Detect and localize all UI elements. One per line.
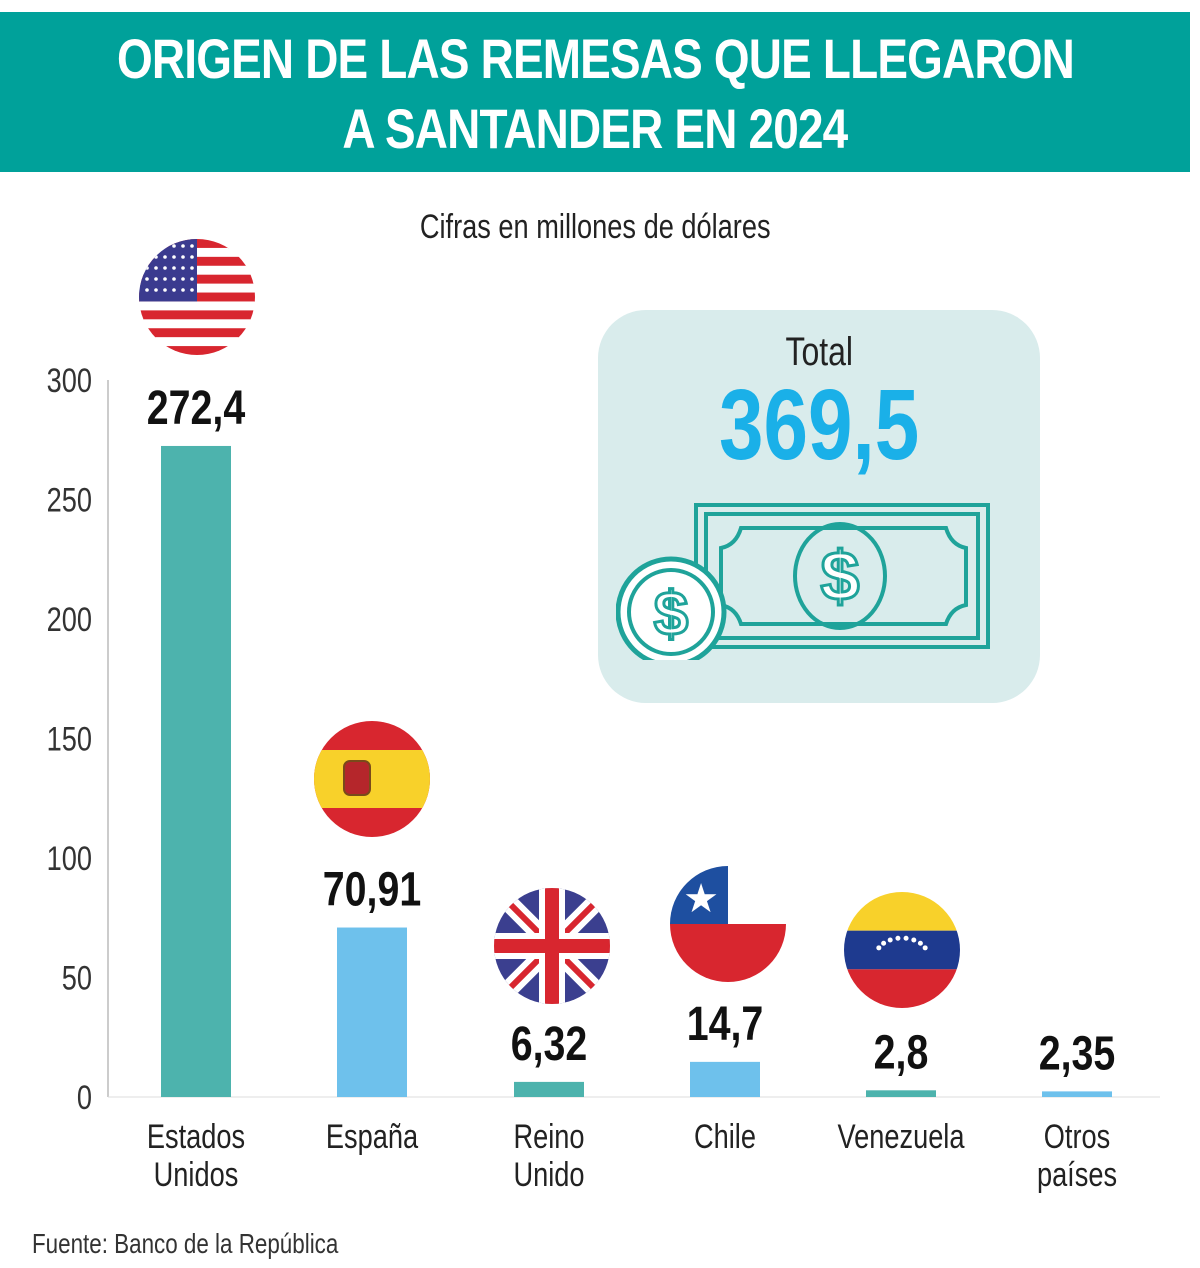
bar <box>690 1061 760 1097</box>
chile-flag-icon: ★ <box>670 866 786 982</box>
total-box: Total 369,5 $ $ <box>598 310 1040 703</box>
money-icon: $ $ <box>616 503 990 660</box>
source-note: Fuente: Banco de la República <box>32 1228 339 1259</box>
uk-flag-icon <box>494 888 610 1004</box>
category-label: Estados <box>147 1117 245 1156</box>
category-label: países <box>1037 1155 1117 1194</box>
category-label: Venezuela <box>838 1117 966 1156</box>
category-label: Chile <box>694 1117 756 1156</box>
y-tick-label: 0 <box>77 1078 92 1117</box>
bar <box>514 1081 584 1097</box>
y-tick-label: 50 <box>62 959 92 998</box>
y-tick-label: 250 <box>47 481 92 520</box>
title-line-2: A SANTANDER EN 2024 <box>342 97 849 160</box>
bar <box>1042 1091 1112 1097</box>
category-label: Reino <box>513 1117 584 1156</box>
category-label: Unidos <box>154 1155 239 1194</box>
svg-text:$: $ <box>821 537 860 615</box>
bar <box>337 927 407 1097</box>
category-label: Otros <box>1044 1117 1110 1156</box>
category-label: Unido <box>513 1155 584 1194</box>
usa-flag-icon <box>139 239 255 355</box>
svg-text:$: $ <box>654 580 688 649</box>
bar <box>161 445 231 1097</box>
title-banner: ORIGEN DE LAS REMESAS QUE LLEGARON A SAN… <box>0 12 1190 172</box>
chart-subtitle: Cifras en millones de dólares <box>419 208 771 246</box>
value-label: 272,4 <box>147 381 246 435</box>
value-label: 2,35 <box>1039 1027 1116 1081</box>
title-line-1: ORIGEN DE LAS REMESAS QUE LLEGARON <box>116 27 1075 90</box>
y-tick-label: 200 <box>47 600 92 639</box>
svg-text:★: ★ <box>683 877 719 921</box>
y-tick-label: 150 <box>47 720 92 759</box>
spain-flag-icon <box>314 721 430 837</box>
venezuela-flag-icon <box>844 892 960 1008</box>
y-tick-label: 100 <box>47 839 92 878</box>
value-label: 70,91 <box>323 863 421 917</box>
value-label: 2,8 <box>874 1026 929 1080</box>
value-label: 14,7 <box>687 997 764 1051</box>
total-value: 369,5 <box>718 369 920 481</box>
bar <box>866 1090 936 1097</box>
value-label: 6,32 <box>511 1017 588 1071</box>
category-label: España <box>326 1117 419 1156</box>
total-label: Total <box>785 330 853 374</box>
y-tick-label: 300 <box>47 361 92 400</box>
